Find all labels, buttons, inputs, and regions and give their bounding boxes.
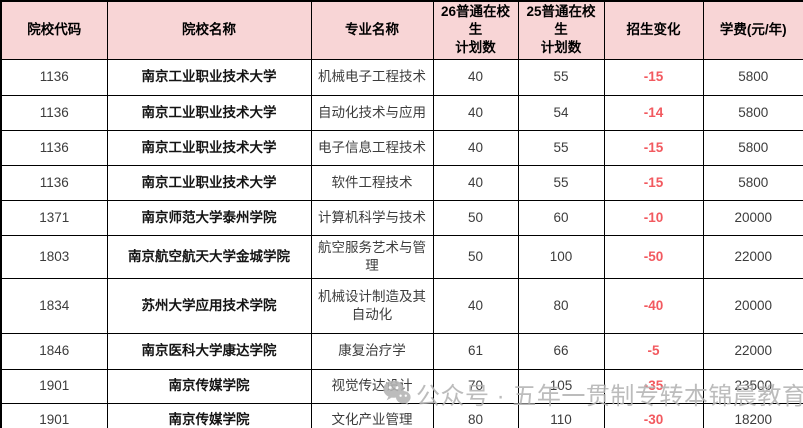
enrollment-change-value: -30 — [603, 402, 704, 428]
plan-25-value: 55 — [517, 58, 605, 96]
plan-25-value: 60 — [517, 199, 605, 236]
table-row: 1901 南京传媒学院 视觉传达设计 70 105 -35 23500 — [0, 368, 803, 404]
college-name: 苏州大学应用技术学院 — [106, 277, 312, 334]
table-row: 1834 苏州大学应用技术学院 机械设计制造及其自动化 40 80 -40 20… — [0, 277, 803, 334]
major-name: 自动化技术与应用 — [310, 94, 434, 131]
college-name: 南京航空航天大学金城学院 — [106, 234, 312, 279]
plan-25-value: 80 — [517, 277, 605, 334]
plan-26-value: 50 — [432, 234, 519, 279]
tuition-value: 18200 — [702, 402, 803, 428]
plan-26-value: 80 — [432, 402, 519, 428]
college-name: 南京传媒学院 — [106, 368, 312, 404]
enrollment-change-value: -15 — [603, 129, 704, 166]
plan-25-value: 66 — [517, 332, 605, 370]
tuition-value: 22000 — [702, 332, 803, 370]
table-row: 1136 南京工业职业技术大学 机械电子工程技术 40 55 -15 5800 — [0, 58, 803, 96]
plan-26-value: 40 — [432, 164, 519, 201]
enrollment-change-value: -40 — [603, 277, 704, 334]
plan-26-value: 70 — [432, 368, 519, 404]
college-name: 南京传媒学院 — [106, 402, 312, 428]
college-code: 1136 — [0, 58, 108, 96]
tuition-value: 5800 — [702, 164, 803, 201]
plan-26-value: 40 — [432, 129, 519, 166]
plan-25-value: 55 — [517, 129, 605, 166]
college-name: 南京工业职业技术大学 — [106, 94, 312, 131]
college-name: 南京工业职业技术大学 — [106, 129, 312, 166]
major-name: 机械电子工程技术 — [310, 58, 434, 96]
major-name: 电子信息工程技术 — [310, 129, 434, 166]
tuition-value: 20000 — [702, 199, 803, 236]
college-code: 1834 — [0, 277, 108, 334]
plan-26-value: 50 — [432, 199, 519, 236]
college-code: 1803 — [0, 234, 108, 279]
plan-25-value: 105 — [517, 368, 605, 404]
col-header-plan-26: 26普通在校生 计划数 — [432, 0, 519, 60]
major-name: 计算机科学与技术 — [310, 199, 434, 236]
col-header-plan-25: 25普通在校生 计划数 — [517, 0, 605, 60]
enrollment-change-value: -5 — [603, 332, 704, 370]
tuition-value: 22000 — [702, 234, 803, 279]
plan-25-value: 55 — [517, 164, 605, 201]
college-name: 南京工业职业技术大学 — [106, 58, 312, 96]
college-name: 南京医科大学康达学院 — [106, 332, 312, 370]
college-code: 1371 — [0, 199, 108, 236]
college-code: 1901 — [0, 368, 108, 404]
enrollment-change-value: -35 — [603, 368, 704, 404]
table-row: 1371 南京师范大学泰州学院 计算机科学与技术 50 60 -10 20000 — [0, 199, 803, 236]
college-name: 南京工业职业技术大学 — [106, 164, 312, 201]
plan-26-value: 40 — [432, 58, 519, 96]
enrollment-change-value: -15 — [603, 58, 704, 96]
enrollment-change-value: -14 — [603, 94, 704, 131]
college-code: 1136 — [0, 94, 108, 131]
col-header-college-name: 院校名称 — [106, 0, 312, 60]
col-header-enrollment-change: 招生变化 — [603, 0, 704, 60]
plan-26-value: 40 — [432, 277, 519, 334]
tuition-value: 5800 — [702, 94, 803, 131]
table-row: 1803 南京航空航天大学金城学院 航空服务艺术与管理 50 100 -50 2… — [0, 234, 803, 279]
college-code: 1846 — [0, 332, 108, 370]
col-header-college-code: 院校代码 — [0, 0, 108, 60]
plan-26-value: 40 — [432, 94, 519, 131]
college-code: 1136 — [0, 129, 108, 166]
table-row: 1901 南京传媒学院 文化产业管理 80 110 -30 18200 — [0, 402, 803, 428]
college-code: 1136 — [0, 164, 108, 201]
major-name: 航空服务艺术与管理 — [310, 234, 434, 279]
plan-25-value: 54 — [517, 94, 605, 131]
enrollment-change-value: -10 — [603, 199, 704, 236]
table-row: 1136 南京工业职业技术大学 自动化技术与应用 40 54 -14 5800 — [0, 94, 803, 131]
plan-26-value: 61 — [432, 332, 519, 370]
major-name: 机械设计制造及其自动化 — [310, 277, 434, 334]
tuition-value: 23500 — [702, 368, 803, 404]
major-name: 软件工程技术 — [310, 164, 434, 201]
enrollment-change-value: -15 — [603, 164, 704, 201]
major-name: 康复治疗学 — [310, 332, 434, 370]
plan-25-value: 100 — [517, 234, 605, 279]
enrollment-change-value: -50 — [603, 234, 704, 279]
plan-25-value: 110 — [517, 402, 605, 428]
college-name: 南京师范大学泰州学院 — [106, 199, 312, 236]
college-code: 1901 — [0, 402, 108, 428]
major-name: 文化产业管理 — [310, 402, 434, 428]
table-row: 1136 南京工业职业技术大学 电子信息工程技术 40 55 -15 5800 — [0, 129, 803, 166]
table-row: 1846 南京医科大学康达学院 康复治疗学 61 66 -5 22000 — [0, 332, 803, 370]
tuition-value: 5800 — [702, 129, 803, 166]
tuition-value: 20000 — [702, 277, 803, 334]
table-row: 1136 南京工业职业技术大学 软件工程技术 40 55 -15 5800 — [0, 164, 803, 201]
col-header-tuition: 学费(元/年) — [702, 0, 803, 60]
tuition-value: 5800 — [702, 58, 803, 96]
col-header-major-name: 专业名称 — [310, 0, 434, 60]
header-row: 院校代码 院校名称 专业名称 26普通在校生 计划数 25普通在校生 计划数 招… — [0, 0, 803, 60]
major-name: 视觉传达设计 — [310, 368, 434, 404]
